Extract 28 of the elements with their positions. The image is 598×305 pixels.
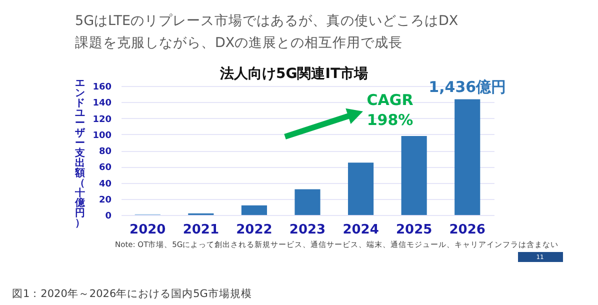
y-tick-label: 40 (98, 179, 112, 190)
x-tick-label: 2024 (342, 222, 379, 238)
y-tick-label: 140 (92, 98, 112, 109)
y-tick-label: 80 (98, 147, 112, 157)
x-tick-label: 2020 (130, 222, 166, 238)
y-tick-label: 60 (98, 163, 112, 174)
caption: 図1：2020年～2026年における国内5G市場規模 (12, 287, 252, 300)
annotation: 1,436億円 (428, 78, 506, 96)
x-tick-label: 2025 (396, 222, 432, 238)
bar (294, 189, 320, 215)
y-tick-label: 120 (92, 114, 112, 125)
text: エンドユーザー支出額（十億円） (75, 78, 85, 229)
bar (348, 162, 374, 215)
x-tick-label: 2021 (182, 222, 220, 238)
x-tick-label: 2023 (289, 222, 326, 238)
annotation: CAGR 198% (366, 91, 414, 129)
chart-title: 法人向け5G関連IT市場 (219, 65, 368, 82)
bar (454, 99, 480, 215)
y-tick-label: 100 (92, 130, 112, 141)
text: 課題を克服しながら、DXの進展との相互作用で成長 (75, 35, 403, 51)
bar (241, 205, 268, 215)
x-tick-label: 2022 (236, 222, 272, 238)
bar (401, 136, 427, 215)
text: 5GはLTEのリプレース市場ではあるが、真の使いどころはDX (75, 13, 458, 29)
y-tick-label: 0 (105, 212, 112, 222)
x-tick-label: 2026 (449, 222, 486, 238)
y-tick-label: 160 (92, 82, 112, 92)
y-tick-label: 20 (98, 195, 112, 206)
